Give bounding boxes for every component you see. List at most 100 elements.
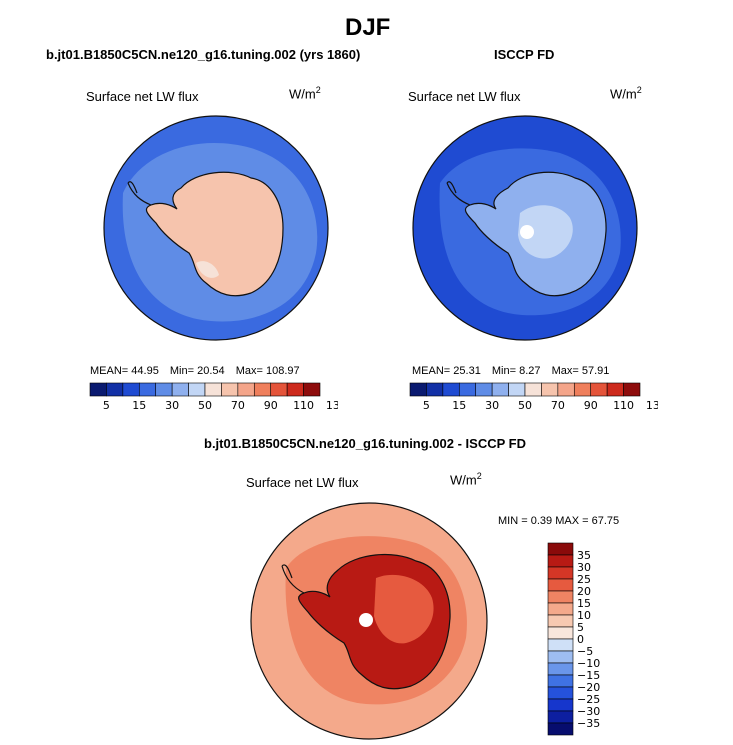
panel2-coast-peninsula	[446, 181, 471, 206]
panel2-colorbar-cell	[458, 382, 477, 397]
panel2-colorbar-tick-label: 30	[485, 399, 499, 412]
panel2-mean-label: MEAN=	[412, 365, 451, 377]
panel1-map	[103, 115, 329, 341]
panel1-colorbar-tick-label: 130	[326, 399, 338, 412]
panel3-colorbar-cell	[547, 722, 574, 736]
panel2-colorbar-tick-label: 130	[646, 399, 658, 412]
panel1-colorbar-tick-label: 5	[103, 399, 110, 412]
panel3-colorbar-cell	[547, 698, 574, 712]
panel2-colorbar-tick-label: 15	[452, 399, 466, 412]
panel1-colorbar-cell	[138, 382, 157, 397]
panel1-colorbar-cell	[155, 382, 173, 397]
panel1-colorbar-cell	[253, 382, 272, 397]
panel2-min-value: 8.27	[519, 365, 541, 377]
panel1-colorbar-cell	[221, 382, 239, 397]
panel3-colorbar-cell	[547, 638, 574, 652]
panel3-colorbar-cell	[547, 710, 574, 724]
panel3-colorbar-cell	[547, 554, 574, 568]
panel3-colorbar-cell	[547, 674, 574, 688]
panel2-colorbar-cell	[442, 382, 460, 397]
panel3-colorbar-cells	[547, 542, 574, 736]
panel2-title: ISCCP FD	[494, 47, 555, 62]
panel3-colorbar-tick-label: 30	[577, 561, 591, 574]
panel2-colorbar-cell	[573, 382, 592, 397]
panel2-colorbar-tick-label: 90	[584, 399, 598, 412]
panel2-stats: MEAN= 25.31 Min= 8.27 Max= 57.91	[412, 365, 609, 377]
panel1-max-label: Max=	[235, 365, 263, 377]
panel1-ross-shelf	[196, 261, 219, 278]
panel1-max-value: 108.97	[265, 365, 300, 377]
panel3-disc-outline	[250, 502, 488, 740]
panel2-mean-value: 25.31	[453, 365, 481, 377]
panel1-colorbar-tick-label: 90	[264, 399, 278, 412]
panel2-colorbar-cell	[557, 382, 575, 397]
panel3-colorbar-tick-label: 15	[577, 597, 591, 610]
panel3-colorbar-tick-label: −25	[577, 693, 600, 706]
panel1-mean-label: MEAN=	[90, 365, 129, 377]
panel3-colorbar-cell	[547, 578, 574, 592]
panel3-colorbar-cell	[547, 662, 574, 676]
panel2-colorbar-tick-label: 70	[551, 399, 565, 412]
panel1-colorbar-cell	[188, 382, 206, 397]
panel3-min-value: 0.39	[530, 515, 553, 527]
panel1-colorbar: 5 15 30 50 70 90 110 130	[89, 382, 338, 412]
panel3-colorbar-tick-label: −15	[577, 669, 600, 682]
panel1-title: b.jt01.B1850C5CN.ne120_g16.tuning.002 (y…	[46, 47, 361, 62]
panel3-colorbar-cell	[547, 650, 574, 664]
panel1-colorbar-cell	[286, 382, 304, 397]
panel3-colorbar-tick-label: 0	[577, 633, 584, 646]
panel2-colorbar-cells	[409, 382, 641, 397]
panel3-colorbar-tick-label: −5	[577, 645, 593, 658]
panel1-min-value: 20.54	[197, 365, 225, 377]
panel1-units: W/m2	[289, 85, 321, 101]
panel1-colorbar-ticks: 5 15 30 50 70 90 110 130	[103, 399, 338, 412]
panel3-units: W/m2	[450, 471, 482, 487]
panel3-title: b.jt01.B1850C5CN.ne120_g16.tuning.002 - …	[204, 436, 526, 451]
panel1-colorbar-cell	[106, 382, 124, 397]
panel3-colorbar-tick-label: 35	[577, 549, 591, 562]
panel3-colorbar-cell	[547, 626, 574, 640]
panel1-colorbar-cell	[204, 382, 222, 397]
panel2-max-value: 57.91	[581, 365, 610, 377]
panel1-colorbar-cell	[303, 382, 321, 397]
panel1-disc-outline	[103, 115, 329, 341]
panel2-colorbar-cell	[590, 382, 608, 397]
panel2-field-label: Surface net LW flux	[408, 89, 521, 104]
panel3-colorbar-cell	[547, 602, 574, 616]
panel3-colorbar-tick-label: 5	[577, 621, 584, 634]
panel3-stats: MIN = 0.39 MAX = 67.75	[498, 515, 619, 527]
panel2-colorbar-cell	[409, 382, 427, 397]
panel2-units-base: W/m	[610, 86, 637, 102]
panel2-colorbar-ticks: 5 15 30 50 70 90 110 130	[423, 399, 658, 412]
panel3-colorbar-cell	[547, 590, 574, 604]
panel3-units-base: W/m	[450, 472, 477, 488]
panel2-colorbar: 5 15 30 50 70 90 110 130	[409, 382, 658, 412]
panel2-colorbar-cell	[623, 382, 641, 397]
panel2-units: W/m2	[610, 85, 642, 101]
panel1-field-label: Surface net LW flux	[86, 89, 199, 104]
panel2-colorbar-cell	[524, 382, 542, 397]
panel3-min-label: MIN =	[498, 515, 528, 527]
panel2-continent-inner	[518, 205, 573, 259]
panel1-units-exp: 2	[315, 85, 321, 95]
panel3-colorbar-tick-label: 25	[577, 573, 591, 586]
panel2-colorbar-cell	[491, 382, 509, 397]
panel2-disc-outline	[412, 115, 638, 341]
panel2-pole-hole	[520, 225, 534, 239]
panel3-colorbar-tick-label: −10	[577, 657, 600, 670]
panel3-colorbar-tick-label: −30	[577, 705, 600, 718]
panel3-colorbar-tick-label: −35	[577, 717, 600, 730]
panel1-units-base: W/m	[289, 86, 316, 102]
panel3-colorbar-cell	[547, 566, 574, 580]
panel3-map	[250, 502, 488, 740]
panel1-colorbar-cell	[122, 382, 140, 397]
panel3-colorbar-cell	[547, 542, 574, 556]
panel2-max-label: Max=	[551, 365, 579, 377]
panel1-colorbar-tick-label: 30	[165, 399, 179, 412]
panel3-colorbar-cell	[547, 686, 574, 700]
panel2-colorbar-cell	[541, 382, 559, 397]
panel1-colorbar-tick-label: 50	[198, 399, 212, 412]
panel3-colorbar-tick-label: −20	[577, 681, 600, 694]
